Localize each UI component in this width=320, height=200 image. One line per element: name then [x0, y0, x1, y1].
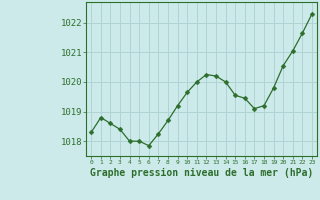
X-axis label: Graphe pression niveau de la mer (hPa): Graphe pression niveau de la mer (hPa): [90, 168, 313, 178]
